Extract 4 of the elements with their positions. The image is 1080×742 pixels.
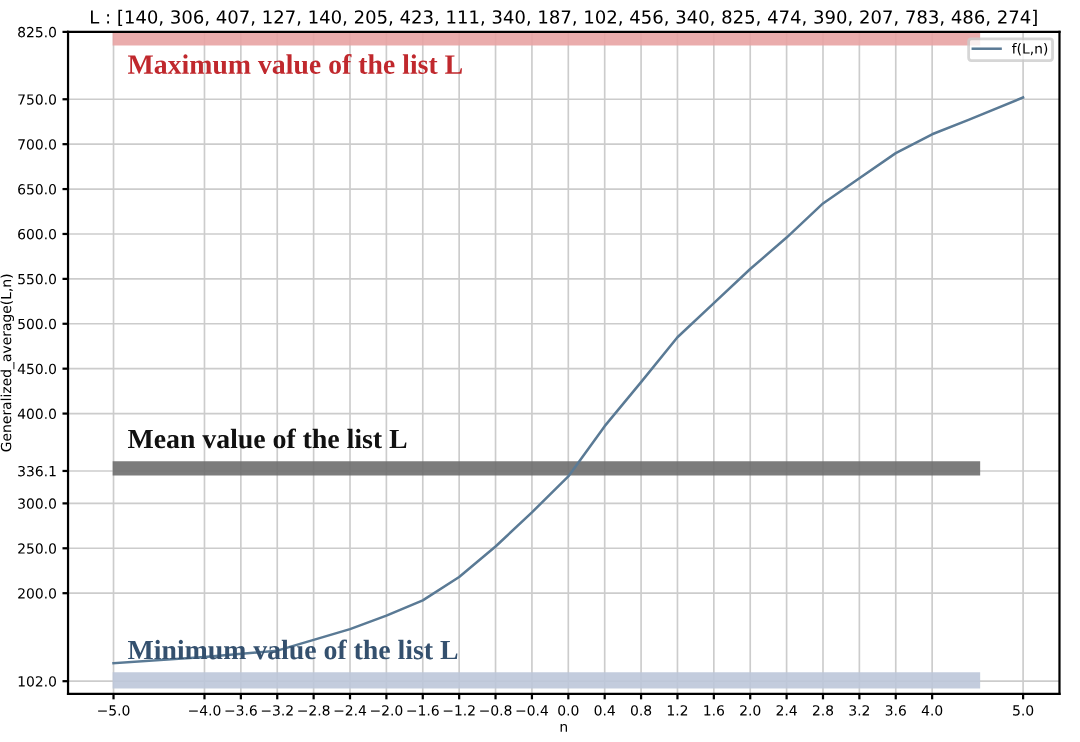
band-label: Maximum value of the list L	[128, 54, 462, 74]
line-series	[112, 96, 1025, 665]
band-label: Mean value of the list L	[128, 428, 407, 449]
chart-title: L : [140, 306, 407, 127, 140, 205, 423, 111, 340, 187, 102, 456, 340, 825, 474, 390, 207, 783, 486, 274]	[91, 9, 1037, 26]
